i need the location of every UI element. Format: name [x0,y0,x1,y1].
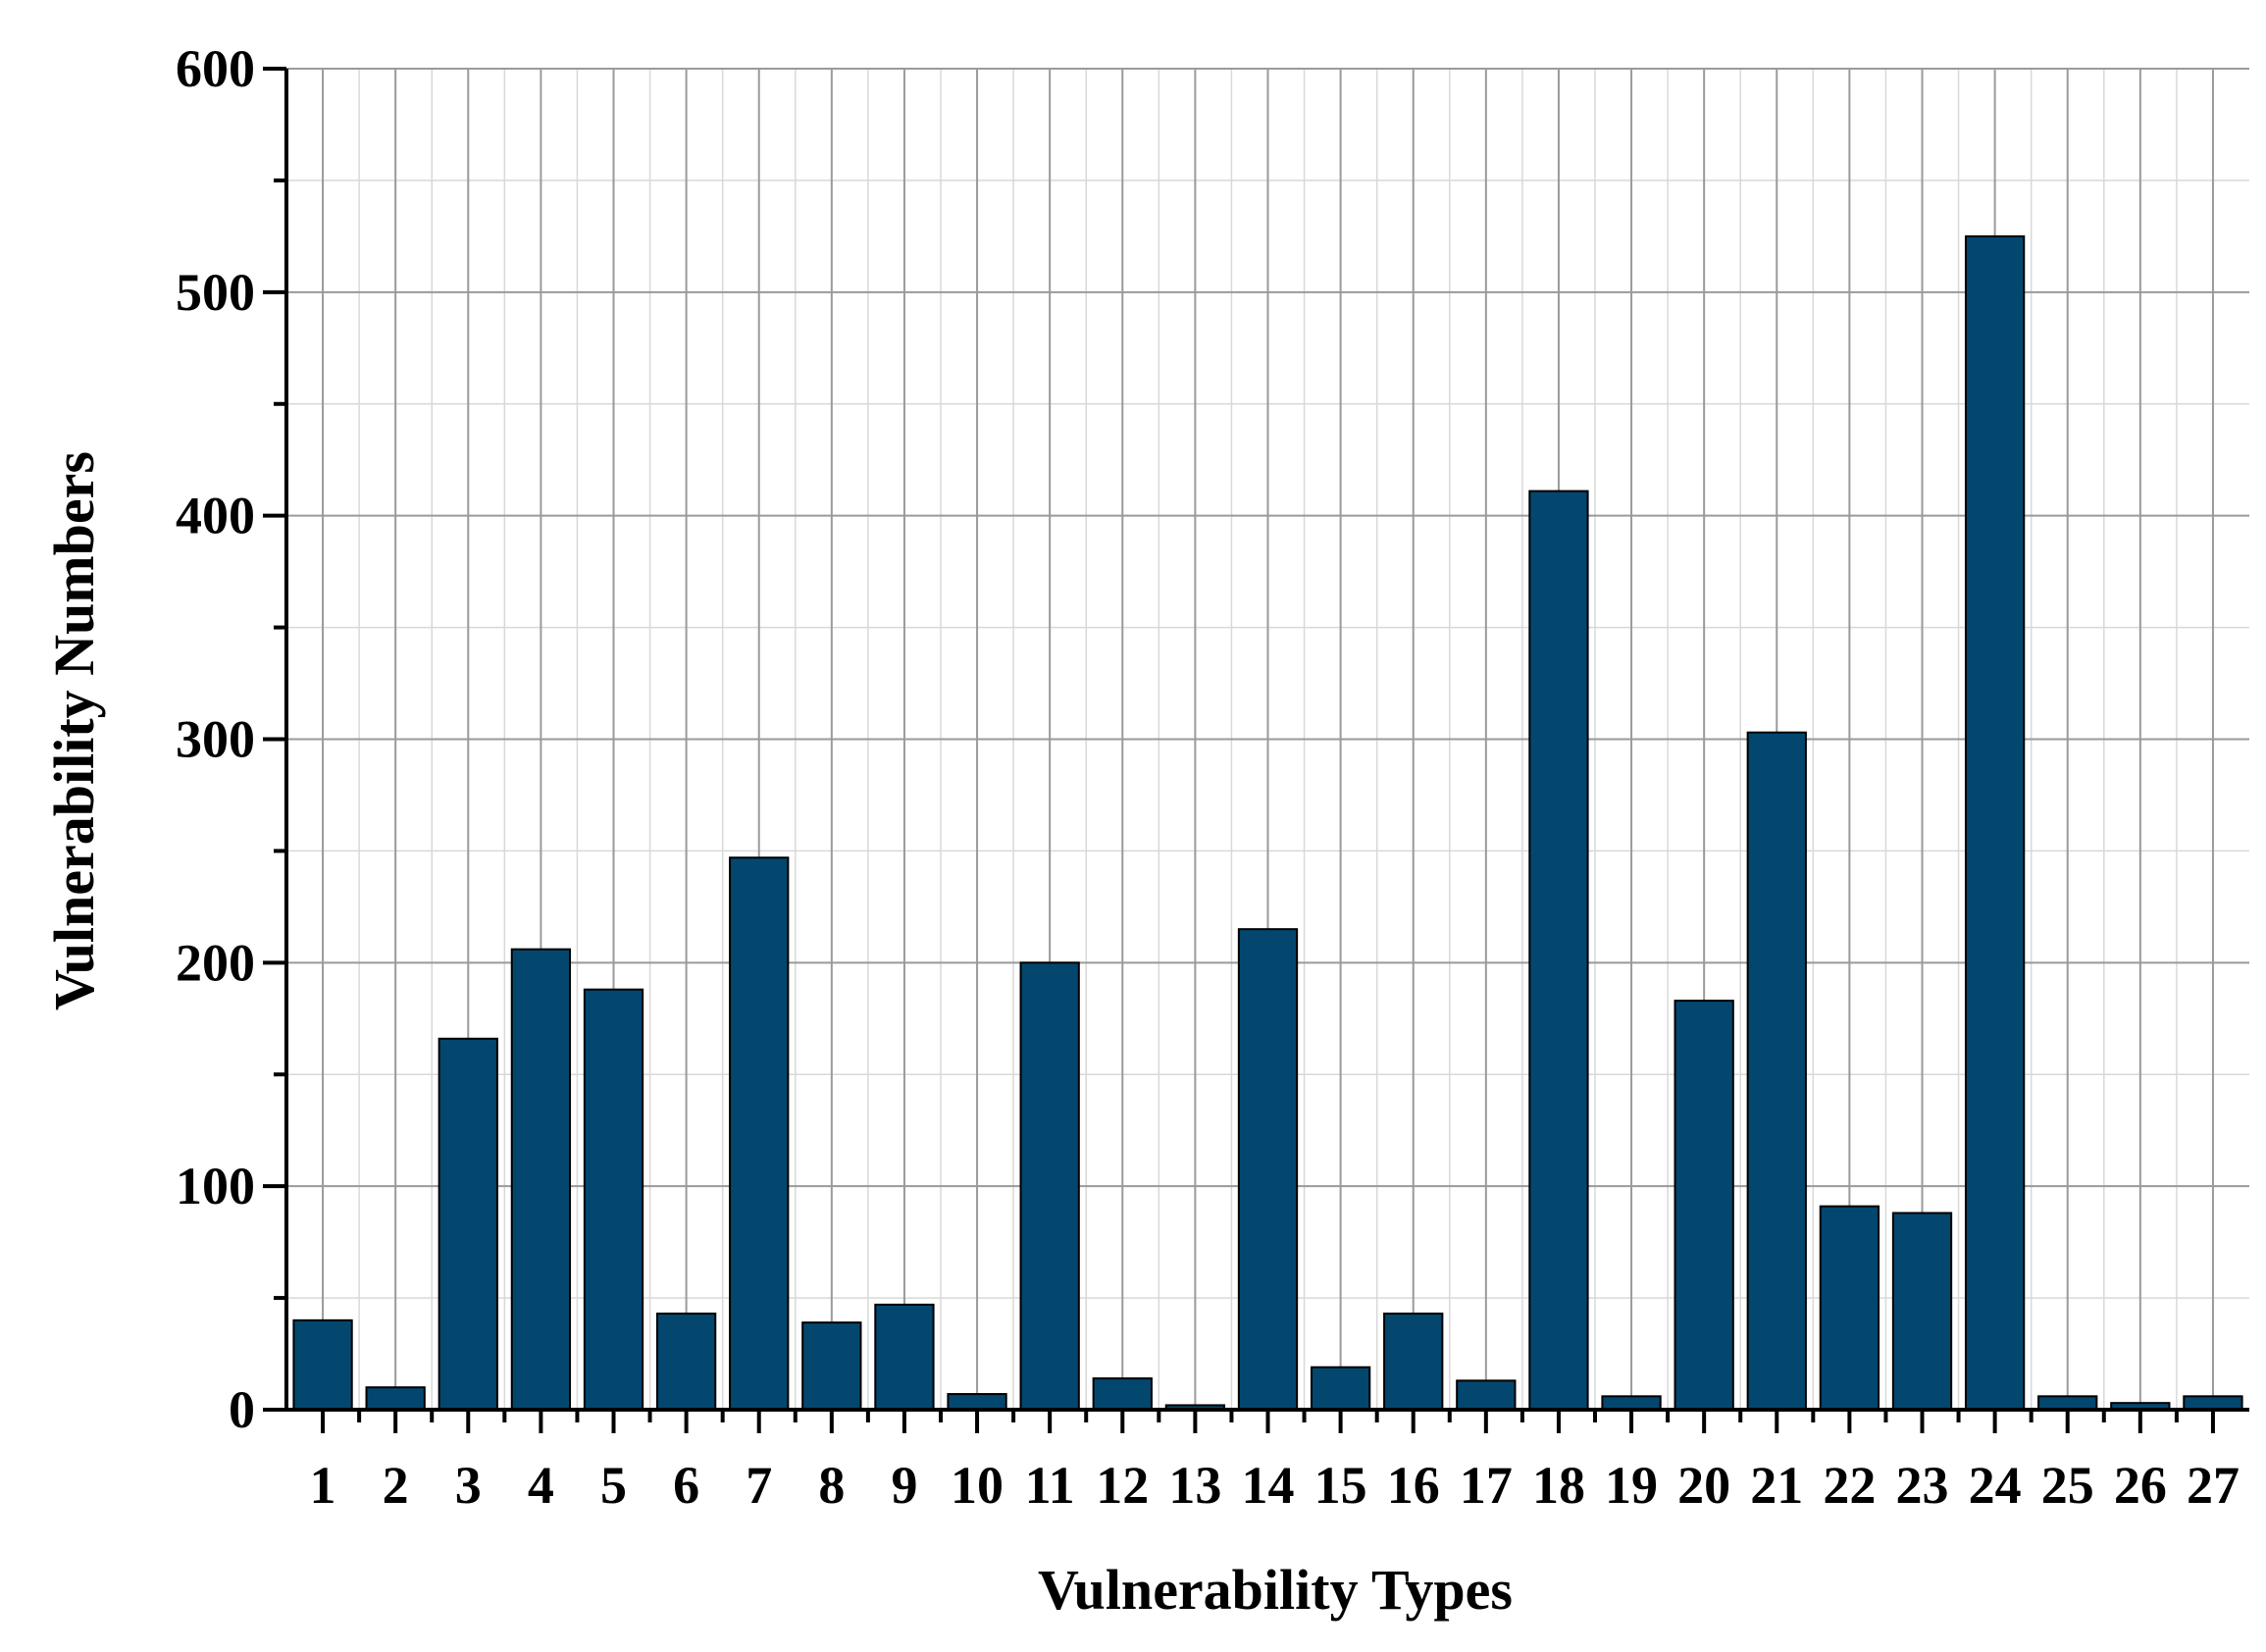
bar-3 [438,1037,498,1411]
x-tick-label: 9 [891,1456,917,1515]
x-tick-label: 13 [1168,1456,1221,1515]
bar-1 [292,1318,353,1412]
y-tick-labels: 0 100 200 300 400 500 600 [176,39,255,1439]
y-tick-label: 400 [176,487,255,545]
x-tick-labels: 1 2 3 4 5 6 7 8 9 10 11 12 13 14 15 16 17 18 19 20 21 22 23 24 2… [310,1456,2240,1515]
bar-14 [1237,928,1299,1411]
x-tick-label: 10 [951,1456,1004,1515]
bar-5 [583,988,644,1411]
x-axis-title: Vulnerability Types [1038,1558,1513,1622]
x-tick-label: 25 [2041,1456,2094,1515]
x-tick-label: 2 [383,1456,409,1515]
x-tick-label: 16 [1387,1456,1440,1515]
bar-7 [729,856,790,1411]
y-tick-label: 100 [176,1157,255,1215]
x-tick-label: 5 [600,1456,627,1515]
bar-12 [1092,1377,1153,1412]
x-tick-label: 17 [1460,1456,1513,1515]
x-tick-label: 12 [1096,1456,1149,1515]
x-tick-label: 23 [1896,1456,1949,1515]
bar-16 [1383,1313,1444,1411]
y-tick-label: 200 [176,933,255,992]
bar-19 [1601,1395,1662,1411]
bar-8 [801,1321,862,1412]
x-tick-label: 4 [528,1456,554,1515]
bar-4 [510,948,572,1411]
x-tick-label: 19 [1605,1456,1658,1515]
bar-6 [655,1313,717,1411]
x-tick-label: 21 [1750,1456,1803,1515]
bar-24 [1964,234,2026,1411]
x-tick-label: 22 [1823,1456,1876,1515]
x-tick-label: 11 [1025,1456,1075,1515]
x-tick-label: 20 [1677,1456,1730,1515]
x-tick-label: 8 [818,1456,845,1515]
bar-15 [1310,1366,1371,1412]
x-tick-label: 15 [1314,1456,1367,1515]
x-tick-label: 1 [310,1456,336,1515]
x-tick-label: 14 [1242,1456,1295,1515]
bar-10 [947,1393,1007,1411]
bar-27 [2183,1395,2243,1411]
y-tick-label: 0 [229,1380,255,1439]
bar-21 [1746,731,1807,1411]
bar-17 [1456,1379,1517,1412]
y-tick-label: 300 [176,710,255,769]
bar-11 [1019,961,1080,1411]
bars [292,234,2243,1412]
bar-9 [874,1303,935,1411]
bar-18 [1528,490,1589,1412]
y-axis-title: Vulnerability Numbers [42,451,106,1010]
x-tick-label: 26 [2114,1456,2167,1515]
bar-22 [1819,1205,1880,1411]
x-tick-label: 27 [2187,1456,2240,1515]
bar-2 [365,1386,426,1412]
y-tick-label: 600 [176,39,255,98]
axes [263,67,2249,1433]
x-tick-label: 24 [1969,1456,2022,1515]
x-tick-label: 18 [1532,1456,1585,1515]
x-tick-label: 6 [673,1456,699,1515]
bar-23 [1891,1212,1953,1412]
x-tick-label: 7 [746,1456,772,1515]
y-tick-label: 500 [176,263,255,322]
bar-25 [2037,1395,2098,1411]
x-tick-label: 3 [455,1456,482,1515]
bar-20 [1674,1000,1734,1411]
